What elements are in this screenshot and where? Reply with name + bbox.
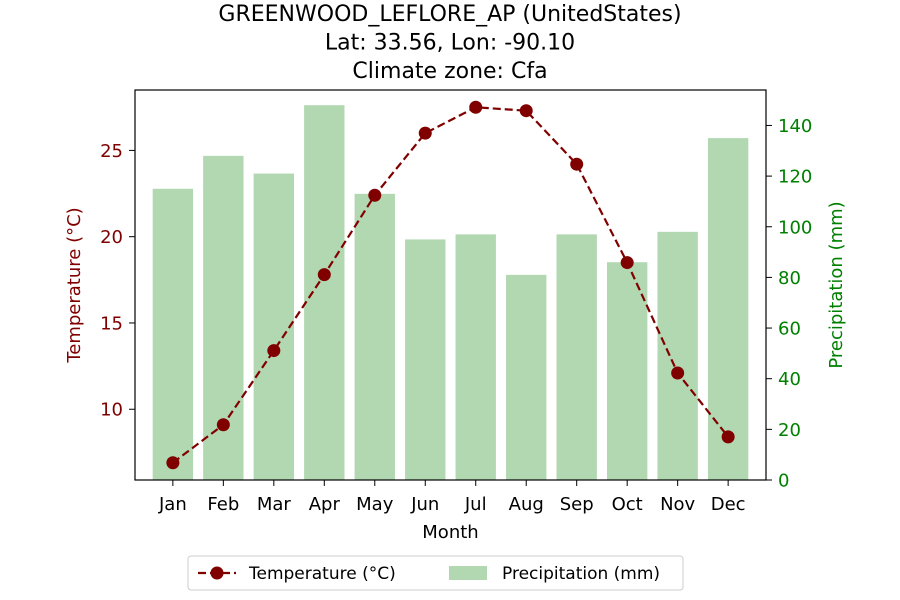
- y-left-tick-label: 25: [100, 141, 123, 162]
- temperature-series-line: [172, 106, 730, 464]
- precipitation-bar: [606, 262, 648, 480]
- temperature-point: [671, 366, 685, 380]
- chart-title-line: Lat: 33.56, Lon: -90.10: [325, 31, 575, 56]
- precipitation-bar: [657, 231, 698, 480]
- legend-temperature-marker: [210, 566, 224, 580]
- x-tick-label: Jun: [410, 494, 439, 515]
- y-right-tick-label: 20: [778, 420, 801, 441]
- precipitation-bar: [455, 234, 496, 480]
- precipitation-bar: [556, 234, 597, 480]
- temperature-point: [469, 100, 483, 114]
- y-left-tick-label: 20: [100, 227, 123, 248]
- legend-box: [187, 555, 684, 591]
- x-tick-label: Dec: [711, 494, 746, 515]
- x-tick-label: May: [356, 494, 394, 515]
- temperature-point: [620, 256, 634, 270]
- temperature-point: [267, 344, 281, 358]
- plot-frame: [134, 89, 767, 481]
- x-axis-label: Month: [422, 522, 478, 543]
- legend-temperature-label: Temperature (°C): [248, 564, 396, 584]
- temperature-point: [570, 157, 584, 171]
- precipitation-bar: [405, 239, 446, 480]
- temperature-point: [418, 126, 432, 140]
- y-right-tick-label: 140: [778, 116, 812, 137]
- precipitation-bar: [506, 274, 547, 480]
- x-tick-label: Nov: [660, 494, 695, 515]
- x-axis-ticks: Jan Feb Mar Apr May Jun Jul Aug Sep Oct Nov Dec: [158, 480, 746, 515]
- temperature-point: [317, 268, 331, 282]
- y-right-tick-label: 120: [778, 167, 812, 188]
- precipitation-bar: [152, 188, 194, 480]
- y-left-tick-label: 15: [100, 313, 123, 334]
- precipitation-bar: [304, 105, 345, 481]
- temperature-point: [368, 188, 382, 202]
- legend-precipitation-label: Precipitation (mm): [502, 564, 660, 584]
- temperature-point: [216, 418, 230, 432]
- y-left-tick-label: 10: [100, 400, 123, 421]
- temperature-point: [166, 456, 180, 470]
- precipitation-bar: [253, 173, 295, 481]
- y-right-tick-label: 100: [778, 217, 812, 238]
- chart-title-line: Climate zone: Cfa: [352, 59, 547, 84]
- x-tick-label: Sep: [560, 494, 594, 515]
- legend-precipitation-swatch: [449, 566, 487, 580]
- precipitation-bar: [203, 155, 244, 480]
- precipitation-bar: [354, 193, 395, 480]
- x-tick-label: Aug: [509, 494, 544, 515]
- precipitation-bar: [707, 138, 749, 480]
- temperature-point: [721, 430, 735, 444]
- chart-title-line: GREENWOOD_LEFLORE_AP (UnitedStates): [218, 2, 681, 27]
- legend: Temperature (°C) Precipitation (mm): [187, 555, 684, 591]
- temperature-line: [166, 100, 735, 470]
- y-right-tick-label: 80: [778, 268, 801, 289]
- precipitation-bars: [152, 105, 749, 481]
- y-right-axis-label: Precipitation (mm): [826, 201, 847, 368]
- x-tick-label: Feb: [207, 494, 239, 515]
- y-right-tick-label: 0: [778, 471, 789, 492]
- chart-title: GREENWOOD_LEFLORE_AP (UnitedStates) Lat: …: [218, 2, 681, 84]
- y-right-axis-ticks: 0 20 40 60 80 100 120 140: [766, 116, 812, 492]
- x-tick-label: Jan: [158, 494, 187, 515]
- temperature-point: [519, 104, 533, 118]
- y-left-axis-label: Temperature (°C): [64, 207, 85, 363]
- x-tick-label: Jul: [464, 494, 487, 515]
- x-tick-label: Oct: [612, 494, 643, 515]
- y-right-tick-label: 60: [778, 319, 801, 340]
- y-left-axis-ticks: 10 15 20 25: [100, 141, 135, 421]
- x-tick-label: Apr: [309, 494, 341, 515]
- y-right-tick-label: 40: [778, 369, 801, 390]
- x-tick-label: Mar: [257, 494, 292, 515]
